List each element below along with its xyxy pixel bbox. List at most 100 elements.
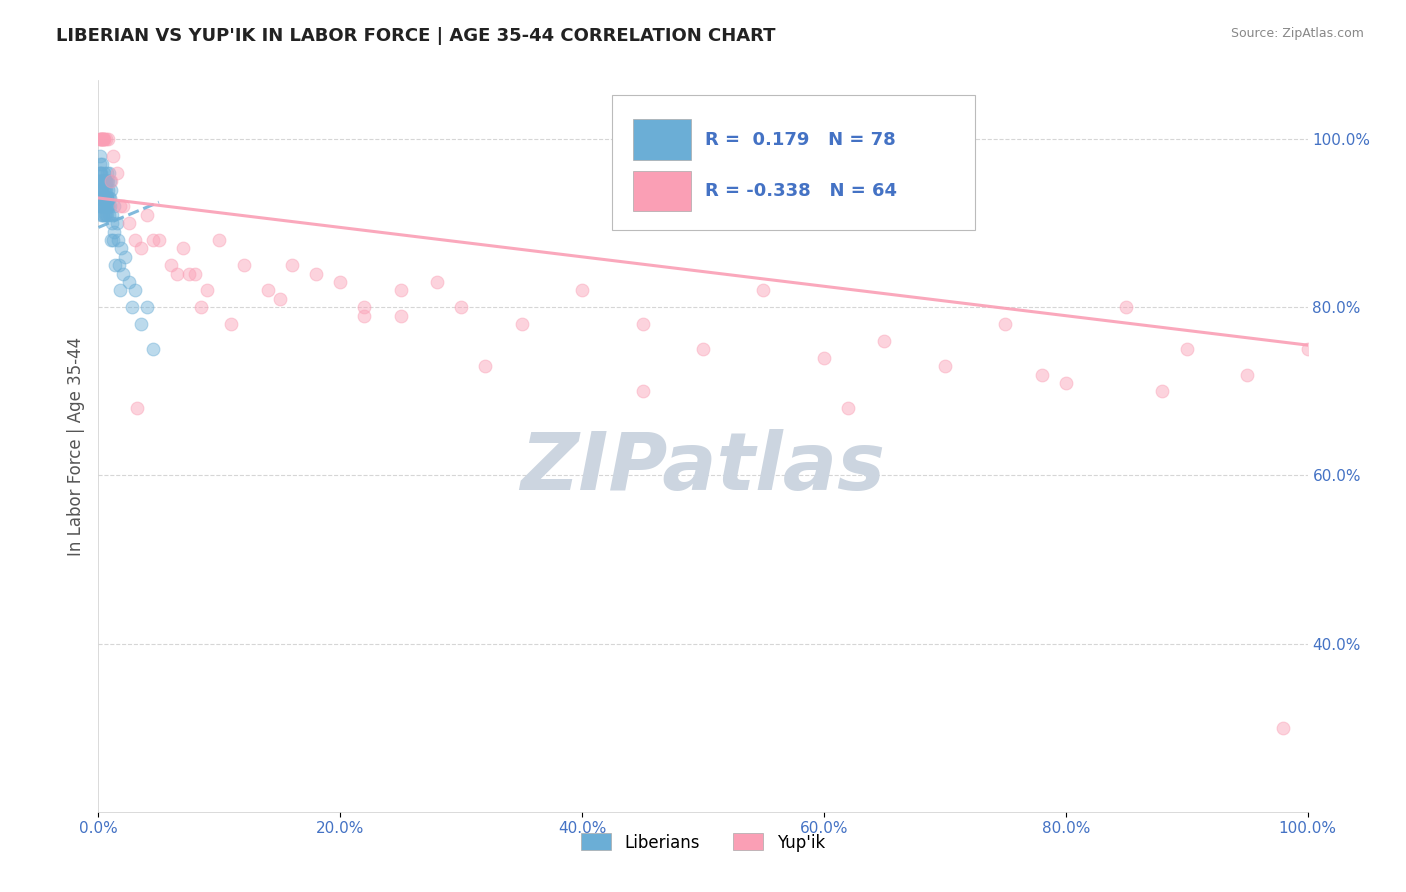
Point: [571, 284, 593, 298]
Point: [752, 284, 775, 298]
Point: [124, 284, 146, 298]
Point: [1115, 300, 1137, 314]
Point: [450, 300, 472, 314]
Point: [124, 233, 146, 247]
Point: [90, 199, 112, 213]
Point: [91, 199, 114, 213]
FancyBboxPatch shape: [613, 95, 976, 230]
Point: [100, 174, 122, 188]
Point: [426, 275, 449, 289]
Point: [129, 317, 152, 331]
Point: [104, 258, 127, 272]
Point: [96, 208, 118, 222]
Point: [91, 132, 114, 146]
Point: [91, 183, 114, 197]
Point: [631, 317, 654, 331]
Point: [190, 300, 212, 314]
Point: [96, 174, 118, 188]
FancyBboxPatch shape: [633, 120, 690, 160]
Point: [94, 199, 117, 213]
Point: [934, 359, 956, 373]
Point: [93, 174, 115, 188]
Point: [94, 183, 117, 197]
Legend: Liberians, Yup'ik: Liberians, Yup'ik: [575, 827, 831, 858]
Point: [93, 191, 115, 205]
Point: [631, 384, 654, 399]
Point: [389, 309, 412, 323]
Point: [1152, 384, 1174, 399]
Point: [127, 401, 149, 416]
Point: [98, 191, 121, 205]
Point: [89, 183, 111, 197]
Point: [110, 242, 132, 256]
Point: [89, 174, 111, 188]
Point: [813, 351, 835, 365]
Point: [160, 258, 183, 272]
Point: [94, 191, 117, 205]
Point: [179, 267, 201, 281]
Point: [97, 132, 120, 146]
Text: Source: ZipAtlas.com: Source: ZipAtlas.com: [1230, 27, 1364, 40]
Point: [93, 208, 115, 222]
Point: [1272, 721, 1295, 735]
Point: [90, 132, 112, 146]
Point: [97, 174, 120, 188]
Point: [100, 208, 122, 222]
Point: [90, 132, 112, 146]
Point: [184, 267, 207, 281]
Point: [221, 317, 243, 331]
Point: [89, 183, 111, 197]
Point: [89, 191, 111, 205]
Point: [389, 284, 412, 298]
Point: [837, 401, 859, 416]
Point: [142, 233, 165, 247]
Text: ZIPatlas: ZIPatlas: [520, 429, 886, 507]
Point: [1296, 343, 1319, 357]
Point: [1236, 368, 1258, 382]
Point: [93, 166, 115, 180]
Point: [93, 174, 115, 188]
Point: [105, 216, 128, 230]
Point: [89, 157, 111, 171]
Point: [97, 183, 120, 197]
Point: [97, 166, 120, 180]
Point: [118, 275, 141, 289]
Point: [329, 275, 352, 289]
Point: [281, 258, 304, 272]
Point: [98, 191, 121, 205]
FancyBboxPatch shape: [633, 170, 690, 211]
Point: [269, 292, 291, 306]
Point: [98, 199, 121, 213]
Point: [96, 191, 118, 205]
Point: [100, 233, 122, 247]
Point: [101, 233, 124, 247]
Point: [111, 199, 134, 213]
Point: [1031, 368, 1053, 382]
Point: [135, 208, 157, 222]
Point: [96, 191, 118, 205]
Point: [89, 149, 111, 163]
Point: [90, 191, 112, 205]
Point: [93, 183, 115, 197]
Point: [353, 309, 375, 323]
Point: [108, 258, 131, 272]
Point: [90, 174, 112, 188]
Point: [172, 242, 194, 256]
Y-axis label: In Labor Force | Age 35-44: In Labor Force | Age 35-44: [66, 336, 84, 556]
Point: [89, 174, 111, 188]
Point: [91, 199, 114, 213]
Point: [89, 132, 111, 146]
Point: [105, 166, 128, 180]
Point: [100, 183, 122, 197]
Point: [96, 174, 118, 188]
Point: [93, 132, 115, 146]
Point: [94, 132, 117, 146]
Point: [96, 191, 118, 205]
Point: [89, 191, 111, 205]
Point: [873, 334, 896, 348]
Point: [97, 199, 120, 213]
Point: [89, 132, 111, 146]
Point: [89, 166, 111, 180]
Point: [108, 284, 131, 298]
Point: [90, 191, 112, 205]
